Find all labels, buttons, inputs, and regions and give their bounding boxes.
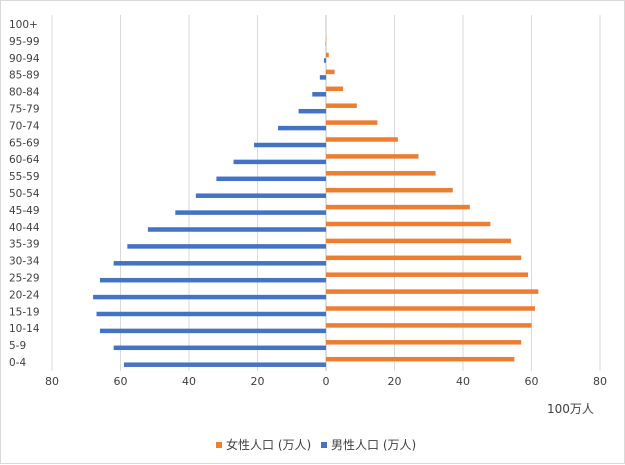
x-tick-label: 80 [45,375,59,388]
male-bar [254,143,326,148]
male-bar [93,295,326,300]
category-label: 25-29 [9,272,40,284]
male-bar [100,278,326,283]
female-bar [326,306,535,311]
category-label: 60-64 [9,154,40,166]
category-label: 50-54 [9,188,40,200]
female-bar [326,188,453,193]
category-label: 75-79 [9,103,40,115]
bars [93,36,538,367]
female-bar [326,205,470,210]
male-bar [196,193,326,198]
female-bar [326,137,398,142]
female-bar [326,171,436,176]
category-label: 30-34 [9,256,40,268]
x-tick-label: 80 [593,375,607,388]
male-bar [114,346,326,351]
category-label: 95-99 [9,36,40,48]
x-tick-label: 20 [388,375,402,388]
legend-swatch [216,442,222,448]
category-label: 70-74 [9,120,40,132]
x-tick-label: 40 [182,375,196,388]
female-bar [326,154,418,159]
category-labels: 0-4 5-9 10-14 15-19 20-24 25-29 30-34 35-39 40-4… [9,19,40,369]
female-bar [326,357,514,362]
legend-label: 女性人口 (万人) [226,437,311,452]
x-axis-ticks: 80 60 40 20 0 20 40 60 80 [45,375,607,388]
male-bar [299,109,326,114]
category-label: 0-4 [9,357,26,369]
female-bar [326,120,377,125]
x-tick-label: 40 [456,375,470,388]
legend-swatch [321,442,327,448]
x-tick-label: 60 [525,375,539,388]
category-label: 5-9 [9,340,26,352]
category-label: 40-44 [9,222,40,234]
category-label: 80-84 [9,87,40,99]
category-label: 10-14 [9,323,40,335]
female-bar [326,340,521,345]
male-bar [324,58,326,63]
female-bar [326,323,532,328]
category-label: 35-39 [9,239,40,251]
female-bar [326,256,521,260]
female-bar [326,70,335,75]
category-label: 55-59 [9,171,40,183]
female-bar [326,87,343,92]
male-bar [97,312,326,317]
category-label: 100+ [9,19,38,31]
category-label: 45-49 [9,205,40,217]
legend: 女性人口 (万人) 男性人口 (万人) [216,437,416,452]
female-bar [326,289,538,294]
female-bar [326,272,528,277]
male-bar [320,75,326,80]
male-bar [148,227,326,232]
category-label: 85-89 [9,70,40,82]
category-label: 20-24 [9,289,40,301]
female-bar [326,103,357,108]
category-label: 65-69 [9,137,40,149]
x-tick-label: 20 [251,375,265,388]
male-bar [278,126,326,131]
male-bar [216,177,326,182]
x-axis-unit-label: 100万人 [547,402,594,416]
female-bar [326,53,329,58]
male-bar [234,160,326,165]
male-bar [127,244,326,249]
male-bar [175,210,326,215]
x-tick-label: 0 [323,375,330,388]
male-bar [100,329,326,334]
male-bar [312,92,326,97]
female-bar [326,222,490,227]
category-label: 90-94 [9,53,40,65]
x-tick-label: 60 [114,375,128,388]
female-bar [326,239,511,244]
legend-label: 男性人口 (万人) [331,438,416,452]
gridlines [52,15,600,371]
male-bar [114,261,326,266]
category-label: 15-19 [9,306,40,318]
male-bar [124,362,326,367]
